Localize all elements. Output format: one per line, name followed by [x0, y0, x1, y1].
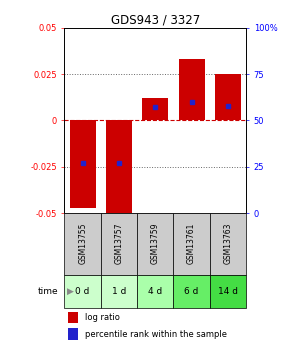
Bar [64, 275, 101, 308]
Text: 0 d: 0 d [75, 287, 90, 296]
Text: 6 d: 6 d [184, 287, 199, 296]
Text: 4 d: 4 d [148, 287, 162, 296]
Bar [64, 213, 101, 275]
Bar [137, 275, 173, 308]
Bar [173, 275, 210, 308]
Bar [106, 120, 132, 223]
Bar [210, 275, 246, 308]
Bar [101, 275, 137, 308]
Bar [69, 120, 96, 208]
Text: ▶: ▶ [67, 287, 74, 296]
Text: GSM13759: GSM13759 [151, 222, 160, 264]
Bar [210, 213, 246, 275]
Bar [68, 312, 78, 323]
Text: percentile rank within the sample: percentile rank within the sample [85, 330, 227, 339]
Text: 14 d: 14 d [218, 287, 238, 296]
Bar [173, 213, 210, 275]
Text: log ratio: log ratio [85, 313, 120, 322]
Bar [215, 74, 241, 120]
Text: GSM13757: GSM13757 [115, 222, 123, 264]
Bar [142, 98, 168, 120]
Text: 1 d: 1 d [112, 287, 126, 296]
Bar [178, 59, 205, 120]
Text: GSM13761: GSM13761 [187, 222, 196, 264]
Text: GSM13763: GSM13763 [224, 222, 232, 264]
Bar [137, 213, 173, 275]
Bar [68, 328, 78, 340]
Text: GSM13755: GSM13755 [78, 222, 87, 264]
Text: time: time [38, 287, 59, 296]
Bar [101, 213, 137, 275]
Title: GDS943 / 3327: GDS943 / 3327 [111, 13, 200, 27]
